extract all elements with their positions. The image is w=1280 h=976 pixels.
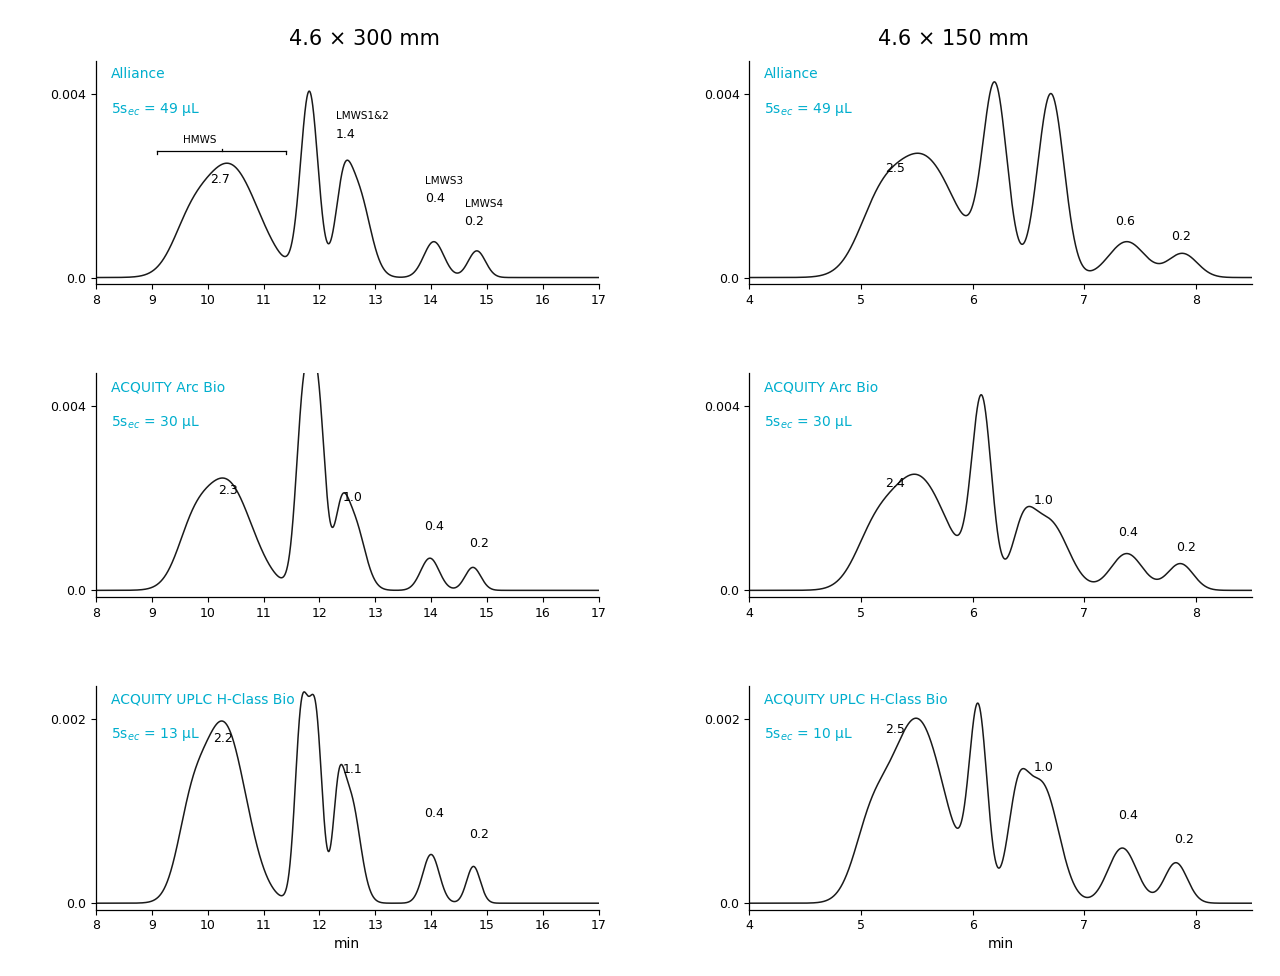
Text: ACQUITY UPLC H-Class Bio: ACQUITY UPLC H-Class Bio bbox=[111, 693, 294, 707]
Text: 5s$_{ec}$ = 49 μL: 5s$_{ec}$ = 49 μL bbox=[764, 101, 854, 118]
Text: 1.0: 1.0 bbox=[343, 491, 362, 504]
Text: 0.2: 0.2 bbox=[468, 828, 489, 840]
Text: 4.6 × 150 mm: 4.6 × 150 mm bbox=[878, 29, 1029, 49]
Text: ACQUITY Arc Bio: ACQUITY Arc Bio bbox=[111, 380, 225, 394]
Text: 1.0: 1.0 bbox=[1034, 761, 1053, 775]
Text: 0.2: 0.2 bbox=[1171, 230, 1192, 243]
Text: ACQUITY UPLC H-Class Bio: ACQUITY UPLC H-Class Bio bbox=[764, 693, 948, 707]
Text: 1.1: 1.1 bbox=[343, 763, 362, 776]
Text: 0.4: 0.4 bbox=[1117, 526, 1138, 539]
Text: 5s$_{ec}$ = 30 μL: 5s$_{ec}$ = 30 μL bbox=[764, 414, 854, 430]
Text: LMWS3: LMWS3 bbox=[425, 177, 463, 186]
Text: 2.7: 2.7 bbox=[210, 174, 230, 186]
Text: 0.2: 0.2 bbox=[468, 537, 489, 549]
Text: 1.0: 1.0 bbox=[1034, 494, 1053, 507]
Text: 5s$_{ec}$ = 49 μL: 5s$_{ec}$ = 49 μL bbox=[111, 101, 200, 118]
Text: 2.4: 2.4 bbox=[886, 477, 905, 490]
Text: 0.2: 0.2 bbox=[1176, 541, 1196, 553]
X-axis label: min: min bbox=[987, 937, 1014, 951]
Text: 2.2: 2.2 bbox=[214, 732, 233, 745]
Text: Alliance: Alliance bbox=[764, 67, 819, 81]
Text: 2.3: 2.3 bbox=[218, 484, 238, 498]
Text: 0.2: 0.2 bbox=[465, 215, 484, 227]
Text: 2.5: 2.5 bbox=[886, 162, 905, 176]
Text: 1.4: 1.4 bbox=[337, 128, 356, 141]
Text: 0.4: 0.4 bbox=[425, 520, 444, 533]
Text: 0.4: 0.4 bbox=[425, 807, 444, 821]
Text: Alliance: Alliance bbox=[111, 67, 165, 81]
Text: LMWS1&2: LMWS1&2 bbox=[337, 111, 389, 121]
Text: 5s$_{ec}$ = 30 μL: 5s$_{ec}$ = 30 μL bbox=[111, 414, 200, 430]
Text: 0.4: 0.4 bbox=[1117, 809, 1138, 822]
Text: LMWS4: LMWS4 bbox=[465, 199, 503, 210]
Text: 2.5: 2.5 bbox=[886, 723, 905, 736]
Text: 0.6: 0.6 bbox=[1116, 215, 1135, 227]
Text: 4.6 × 300 mm: 4.6 × 300 mm bbox=[289, 29, 440, 49]
Text: 0.4: 0.4 bbox=[425, 192, 445, 205]
Text: 5s$_{ec}$ = 10 μL: 5s$_{ec}$ = 10 μL bbox=[764, 726, 854, 744]
Text: ACQUITY Arc Bio: ACQUITY Arc Bio bbox=[764, 380, 878, 394]
Text: 0.2: 0.2 bbox=[1174, 834, 1193, 846]
Text: HMWS: HMWS bbox=[183, 135, 216, 145]
Text: 5s$_{ec}$ = 13 μL: 5s$_{ec}$ = 13 μL bbox=[111, 726, 200, 744]
X-axis label: min: min bbox=[334, 937, 361, 951]
